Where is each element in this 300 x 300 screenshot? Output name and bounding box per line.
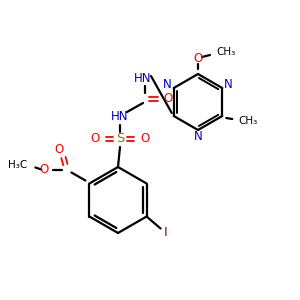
Text: O: O: [40, 163, 49, 176]
Text: N: N: [163, 78, 172, 91]
Text: O: O: [140, 133, 150, 146]
Text: HN: HN: [111, 110, 129, 124]
Text: I: I: [164, 226, 167, 239]
Text: CH₃: CH₃: [216, 47, 236, 57]
Text: O: O: [90, 133, 100, 146]
Text: CH₃: CH₃: [238, 116, 258, 126]
Text: O: O: [55, 143, 64, 156]
Text: N: N: [224, 78, 233, 91]
Text: N: N: [194, 130, 202, 143]
Text: O: O: [194, 52, 202, 65]
Text: O: O: [164, 92, 172, 106]
Text: H₃C: H₃C: [8, 160, 27, 170]
Text: HN: HN: [134, 73, 152, 85]
Text: S: S: [116, 133, 124, 146]
